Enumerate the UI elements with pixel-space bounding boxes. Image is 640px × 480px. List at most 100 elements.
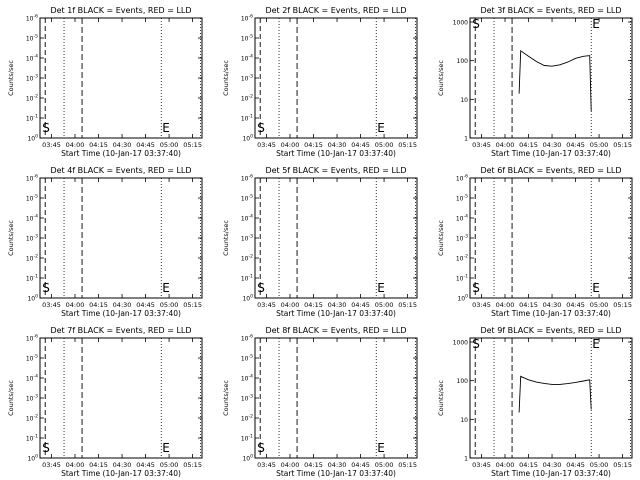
x-tick-label: 03:45 bbox=[257, 461, 276, 469]
end-marker-label: E bbox=[162, 121, 170, 135]
end-marker-label: E bbox=[592, 281, 600, 295]
x-tick-label: 05:00 bbox=[590, 301, 609, 309]
x-tick-label: 04:30 bbox=[113, 141, 132, 149]
y-tick-label: 10-3 bbox=[456, 234, 468, 243]
y-axis-label: Counts/sec bbox=[222, 60, 230, 96]
x-tick-label: 03:45 bbox=[257, 141, 276, 149]
y-tick-label: 10-1 bbox=[241, 274, 253, 283]
start-marker-label: S bbox=[472, 281, 480, 295]
x-tick-label: 05:15 bbox=[613, 141, 632, 149]
y-tick-label: 100 bbox=[457, 378, 469, 385]
end-marker-label: E bbox=[377, 281, 385, 295]
x-tick-label: 04:45 bbox=[136, 301, 155, 309]
y-tick-label: 10-6 bbox=[241, 174, 253, 183]
y-tick-label: 10-6 bbox=[26, 334, 38, 343]
y-tick-label: 10-4 bbox=[26, 374, 38, 383]
x-tick-label: 04:45 bbox=[566, 141, 585, 149]
y-tick-label: 100 bbox=[457, 58, 469, 65]
x-axis-label: Start Time (10-Jan-17 03:37:40) bbox=[61, 309, 181, 318]
x-tick-label: 04:45 bbox=[136, 461, 155, 469]
y-tick-label: 1 bbox=[464, 456, 468, 463]
x-tick-label: 04:15 bbox=[304, 141, 323, 149]
x-tick-label: 05:15 bbox=[613, 461, 632, 469]
x-tick-label: 05:00 bbox=[375, 301, 394, 309]
x-axis-label: Start Time (10-Jan-17 03:37:40) bbox=[491, 469, 611, 478]
y-tick-label: 100 bbox=[242, 454, 253, 463]
x-tick-label: 04:30 bbox=[328, 141, 347, 149]
panel-title: Det 4f BLACK = Events, RED = LLD bbox=[50, 166, 191, 175]
y-tick-label: 10-5 bbox=[456, 194, 468, 203]
y-tick-label: 10-2 bbox=[26, 254, 38, 263]
detector-panel-3: Det 3f BLACK = Events, RED = LLD Counts/s… bbox=[437, 6, 633, 158]
y-tick-label: 100 bbox=[27, 134, 38, 143]
x-tick-label: 04:30 bbox=[113, 461, 132, 469]
x-tick-label: 05:15 bbox=[398, 141, 417, 149]
y-tick-label: 10-5 bbox=[241, 194, 253, 203]
y-tick-label: 10-1 bbox=[26, 434, 38, 443]
x-tick-label: 04:15 bbox=[519, 461, 538, 469]
y-tick-label: 1000 bbox=[453, 340, 468, 347]
x-tick-label: 04:30 bbox=[543, 301, 562, 309]
start-marker-label: S bbox=[257, 281, 265, 295]
x-tick-label: 04:00 bbox=[496, 141, 515, 149]
y-tick-label: 10-1 bbox=[241, 434, 253, 443]
x-tick-label: 04:45 bbox=[566, 461, 585, 469]
x-tick-label: 05:15 bbox=[613, 301, 632, 309]
plot-frame bbox=[469, 337, 633, 459]
y-tick-label: 10-1 bbox=[26, 274, 38, 283]
x-tick-label: 04:15 bbox=[89, 141, 108, 149]
x-tick-label: 05:00 bbox=[160, 141, 179, 149]
y-tick-label: 100 bbox=[242, 134, 253, 143]
start-marker-label: S bbox=[42, 281, 50, 295]
x-tick-label: 04:15 bbox=[304, 301, 323, 309]
end-marker-label: E bbox=[377, 121, 385, 135]
y-tick-label: 10-2 bbox=[26, 414, 38, 423]
x-tick-label: 04:45 bbox=[136, 141, 155, 149]
x-tick-label: 04:30 bbox=[543, 141, 562, 149]
x-axis-label: Start Time (10-Jan-17 03:37:40) bbox=[491, 149, 611, 158]
detector-panel-8: Det 8f BLACK = Events, RED = LLD Counts/s… bbox=[222, 326, 418, 478]
y-tick-label: 10-1 bbox=[241, 114, 253, 123]
y-tick-label: 10-5 bbox=[241, 34, 253, 43]
y-tick-label: 10-5 bbox=[26, 354, 38, 363]
x-axis-label: Start Time (10-Jan-17 03:37:40) bbox=[61, 469, 181, 478]
y-tick-label: 10-5 bbox=[26, 194, 38, 203]
y-tick-label: 10-3 bbox=[241, 394, 253, 403]
x-tick-label: 04:00 bbox=[66, 461, 85, 469]
end-marker-label: E bbox=[592, 337, 600, 351]
y-tick-label: 10-6 bbox=[26, 14, 38, 23]
y-tick-label: 10-3 bbox=[26, 394, 38, 403]
y-tick-label: 10-4 bbox=[241, 54, 253, 63]
x-tick-label: 04:00 bbox=[281, 301, 300, 309]
x-tick-label: 05:00 bbox=[590, 461, 609, 469]
x-tick-label: 03:45 bbox=[472, 301, 491, 309]
detector-panel-6: Det 6f BLACK = Events, RED = LLD Counts/s… bbox=[437, 166, 633, 318]
x-tick-label: 03:45 bbox=[472, 461, 491, 469]
y-tick-label: 10-2 bbox=[241, 94, 253, 103]
events-series-line bbox=[518, 49, 592, 112]
start-marker-label: S bbox=[42, 121, 50, 135]
x-tick-label: 04:45 bbox=[351, 301, 370, 309]
y-tick-label: 1000 bbox=[453, 20, 468, 27]
y-tick-label: 10-3 bbox=[241, 74, 253, 83]
x-tick-label: 03:45 bbox=[472, 141, 491, 149]
y-tick-label: 10-1 bbox=[456, 274, 468, 283]
panel-title: Det 8f BLACK = Events, RED = LLD bbox=[265, 326, 406, 335]
y-tick-label: 10-4 bbox=[26, 214, 38, 223]
start-marker-label: S bbox=[472, 337, 480, 351]
x-tick-label: 05:00 bbox=[160, 301, 179, 309]
x-tick-label: 04:15 bbox=[519, 301, 538, 309]
detector-panel-2: Det 2f BLACK = Events, RED = LLD Counts/s… bbox=[222, 6, 418, 158]
x-tick-label: 04:00 bbox=[66, 301, 85, 309]
x-tick-label: 03:45 bbox=[42, 461, 61, 469]
start-marker-label: S bbox=[472, 17, 480, 31]
detector-panel-4: Det 4f BLACK = Events, RED = LLD Counts/s… bbox=[7, 166, 203, 318]
x-tick-label: 05:00 bbox=[375, 141, 394, 149]
x-tick-label: 05:00 bbox=[160, 461, 179, 469]
y-tick-label: 10-2 bbox=[456, 254, 468, 263]
start-marker-label: S bbox=[257, 121, 265, 135]
x-tick-label: 05:15 bbox=[183, 141, 202, 149]
x-axis-label: Start Time (10-Jan-17 03:37:40) bbox=[491, 309, 611, 318]
y-tick-label: 10-3 bbox=[26, 234, 38, 243]
y-tick-label: 10-2 bbox=[26, 94, 38, 103]
